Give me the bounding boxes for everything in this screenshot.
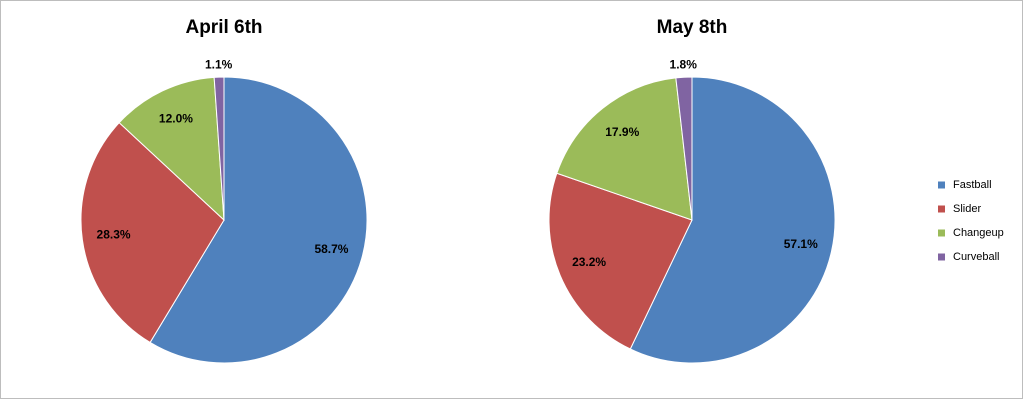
- data-label: 1.1%: [205, 57, 233, 71]
- pie-slice: [556, 77, 693, 221]
- data-label: 12.0%: [159, 112, 193, 126]
- legend-swatch: [938, 253, 945, 261]
- pie-slice: [118, 76, 225, 222]
- pie-slice: [149, 76, 368, 364]
- pie-slice: [213, 76, 225, 221]
- data-label: 58.7%: [314, 242, 348, 256]
- pie-slice: [675, 76, 693, 221]
- legend-label: Fastball: [953, 179, 992, 191]
- legend-label: Slider: [953, 203, 981, 215]
- pie-slice: [80, 121, 225, 344]
- chart-title: May 8th: [657, 17, 728, 38]
- data-label: 17.9%: [605, 125, 639, 139]
- legend-swatch: [938, 181, 945, 189]
- legend-swatch: [938, 229, 945, 237]
- legend-swatch: [938, 205, 945, 213]
- data-label: 23.2%: [572, 255, 606, 269]
- pie-slice: [629, 76, 836, 364]
- legend-label: Curveball: [953, 251, 999, 263]
- legend-label: Changeup: [953, 227, 1004, 239]
- chart-title: April 6th: [185, 17, 262, 38]
- data-label: 28.3%: [97, 228, 131, 242]
- data-label: 1.8%: [670, 57, 698, 71]
- data-label: 57.1%: [784, 237, 818, 251]
- pie-slice: [548, 172, 693, 350]
